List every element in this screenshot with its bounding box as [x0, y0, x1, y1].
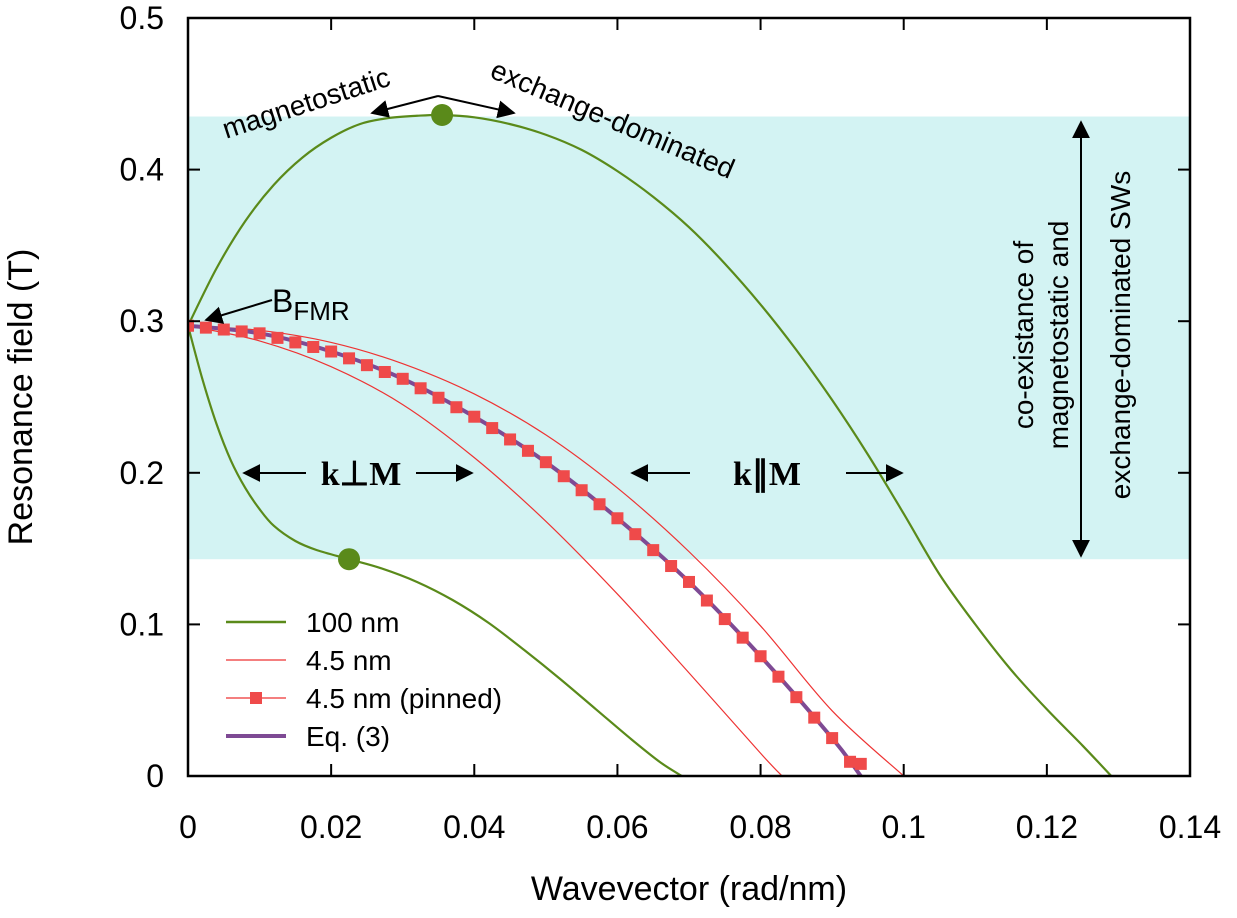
pinned-marker-3 — [235, 325, 248, 338]
y-tick-label-2: 0.2 — [120, 455, 164, 491]
pinned-marker-34 — [790, 691, 803, 704]
bfmr-sub: FMR — [293, 296, 349, 326]
pinned-marker-13 — [414, 382, 427, 395]
y-tick-label-4: 0.4 — [120, 152, 164, 188]
x-tick-label-2: 0.04 — [443, 809, 505, 845]
pinned-marker-21 — [557, 470, 570, 483]
pinned-marker-24 — [611, 512, 624, 525]
pinned-marker-1 — [199, 321, 212, 334]
y-tick-label-1: 0.1 — [120, 606, 164, 642]
pinned-marker-30 — [718, 613, 731, 626]
pinned-marker-36 — [826, 732, 839, 745]
pinned-marker-28 — [683, 575, 695, 588]
pinned-marker-12 — [396, 372, 409, 385]
x-tick-label-5: 0.1 — [881, 809, 925, 845]
series-line-1 — [188, 324, 683, 776]
annotation-k-perp-m: k⊥M — [321, 456, 402, 493]
pinned-marker-9 — [343, 352, 356, 365]
pinned-marker-25 — [629, 528, 642, 541]
legend-label-eq3: Eq. (3) — [306, 721, 390, 752]
x-tick-label-6: 0.12 — [1016, 809, 1078, 845]
annotation-bfmr: BFMR — [272, 283, 350, 326]
pinned-marker-5 — [271, 331, 284, 344]
legend-label-45nm-pinned: 4.5 nm (pinned) — [306, 683, 502, 714]
pinned-marker-0 — [188, 319, 194, 332]
shaded-band — [188, 116, 1190, 560]
arrow-magnetostatic — [370, 95, 439, 118]
pinned-marker-2 — [217, 323, 230, 336]
pinned-marker-15 — [450, 401, 463, 414]
arrow-exchange — [437, 95, 516, 119]
arrow-bfmr — [204, 299, 273, 324]
pinned-marker-18 — [504, 433, 517, 446]
pinned-marker-14 — [432, 391, 445, 404]
pinned-marker-37 — [844, 755, 857, 768]
highlight-points — [338, 104, 454, 571]
x-tick-label-3: 0.06 — [586, 809, 648, 845]
pinned-marker-20 — [539, 456, 552, 469]
highlight-point-0 — [431, 104, 454, 127]
coexist-line-2: magnetostatic and — [1043, 221, 1074, 450]
x-tick-label-1: 0.02 — [300, 809, 362, 845]
annotation-coexistence: co-existance of magnetostatic and exchan… — [1008, 171, 1136, 499]
y-tick-label-3: 0.3 — [120, 303, 164, 339]
plot-frame — [186, 16, 1192, 778]
pinned-marker-17 — [486, 422, 499, 435]
pinned-marker-27 — [665, 560, 678, 573]
bfmr-main: B — [272, 283, 293, 319]
y-axis-label: Resonance field (T) — [2, 249, 40, 546]
legend-label-100nm: 100 nm — [306, 607, 399, 638]
pinned-marker-6 — [289, 336, 302, 349]
pinned-marker-23 — [593, 498, 606, 511]
pinned-marker-26 — [647, 544, 660, 557]
legend-marker-45nm-pinned — [250, 692, 262, 704]
marker-layer — [188, 319, 867, 770]
y-tick-label-0: 0 — [146, 758, 164, 794]
pinned-marker-29 — [700, 594, 713, 607]
series-line-3 — [188, 325, 783, 776]
x-tick-label-4: 0.08 — [729, 809, 791, 845]
legend-label-45nm: 4.5 nm — [306, 645, 392, 676]
pinned-marker-19 — [521, 444, 534, 457]
pinned-marker-10 — [360, 359, 373, 372]
pinned-marker-11 — [378, 365, 391, 378]
pinned-marker-31 — [736, 631, 749, 644]
legend: 100 nm 4.5 nm 4.5 nm (pinned) Eq. (3) — [226, 607, 502, 752]
x-axis-label: Wavevector (rad/nm) — [531, 870, 847, 908]
pinned-marker-8 — [325, 345, 338, 358]
pinned-marker-32 — [754, 650, 767, 663]
pinned-marker-7 — [307, 340, 320, 353]
pinned-marker-35 — [808, 711, 821, 724]
pinned-marker-16 — [468, 410, 481, 423]
pinned-marker-38 — [854, 757, 867, 770]
y-tick-label-5: 0.5 — [120, 0, 164, 36]
x-tick-labels: 0 0.02 0.04 0.06 0.08 0.1 0.12 0.14 — [179, 809, 1221, 845]
series-line-0 — [188, 113, 1113, 776]
pinned-marker-33 — [772, 670, 785, 683]
coexist-line-1: co-existance of — [1008, 241, 1039, 430]
coexist-line-3: exchange-dominated SWs — [1105, 171, 1136, 499]
x-tick-label-7: 0.14 — [1159, 809, 1221, 845]
annotation-k-par-m: k∥M — [733, 456, 801, 493]
pinned-marker-22 — [575, 484, 588, 497]
pinned-marker-4 — [253, 327, 266, 340]
y-tick-labels: 0 0.1 0.2 0.3 0.4 0.5 — [120, 0, 164, 794]
tick-layer — [187, 17, 1191, 777]
x-tick-label-0: 0 — [179, 809, 197, 845]
series-line-2 — [188, 325, 905, 776]
highlight-point-1 — [338, 548, 361, 571]
